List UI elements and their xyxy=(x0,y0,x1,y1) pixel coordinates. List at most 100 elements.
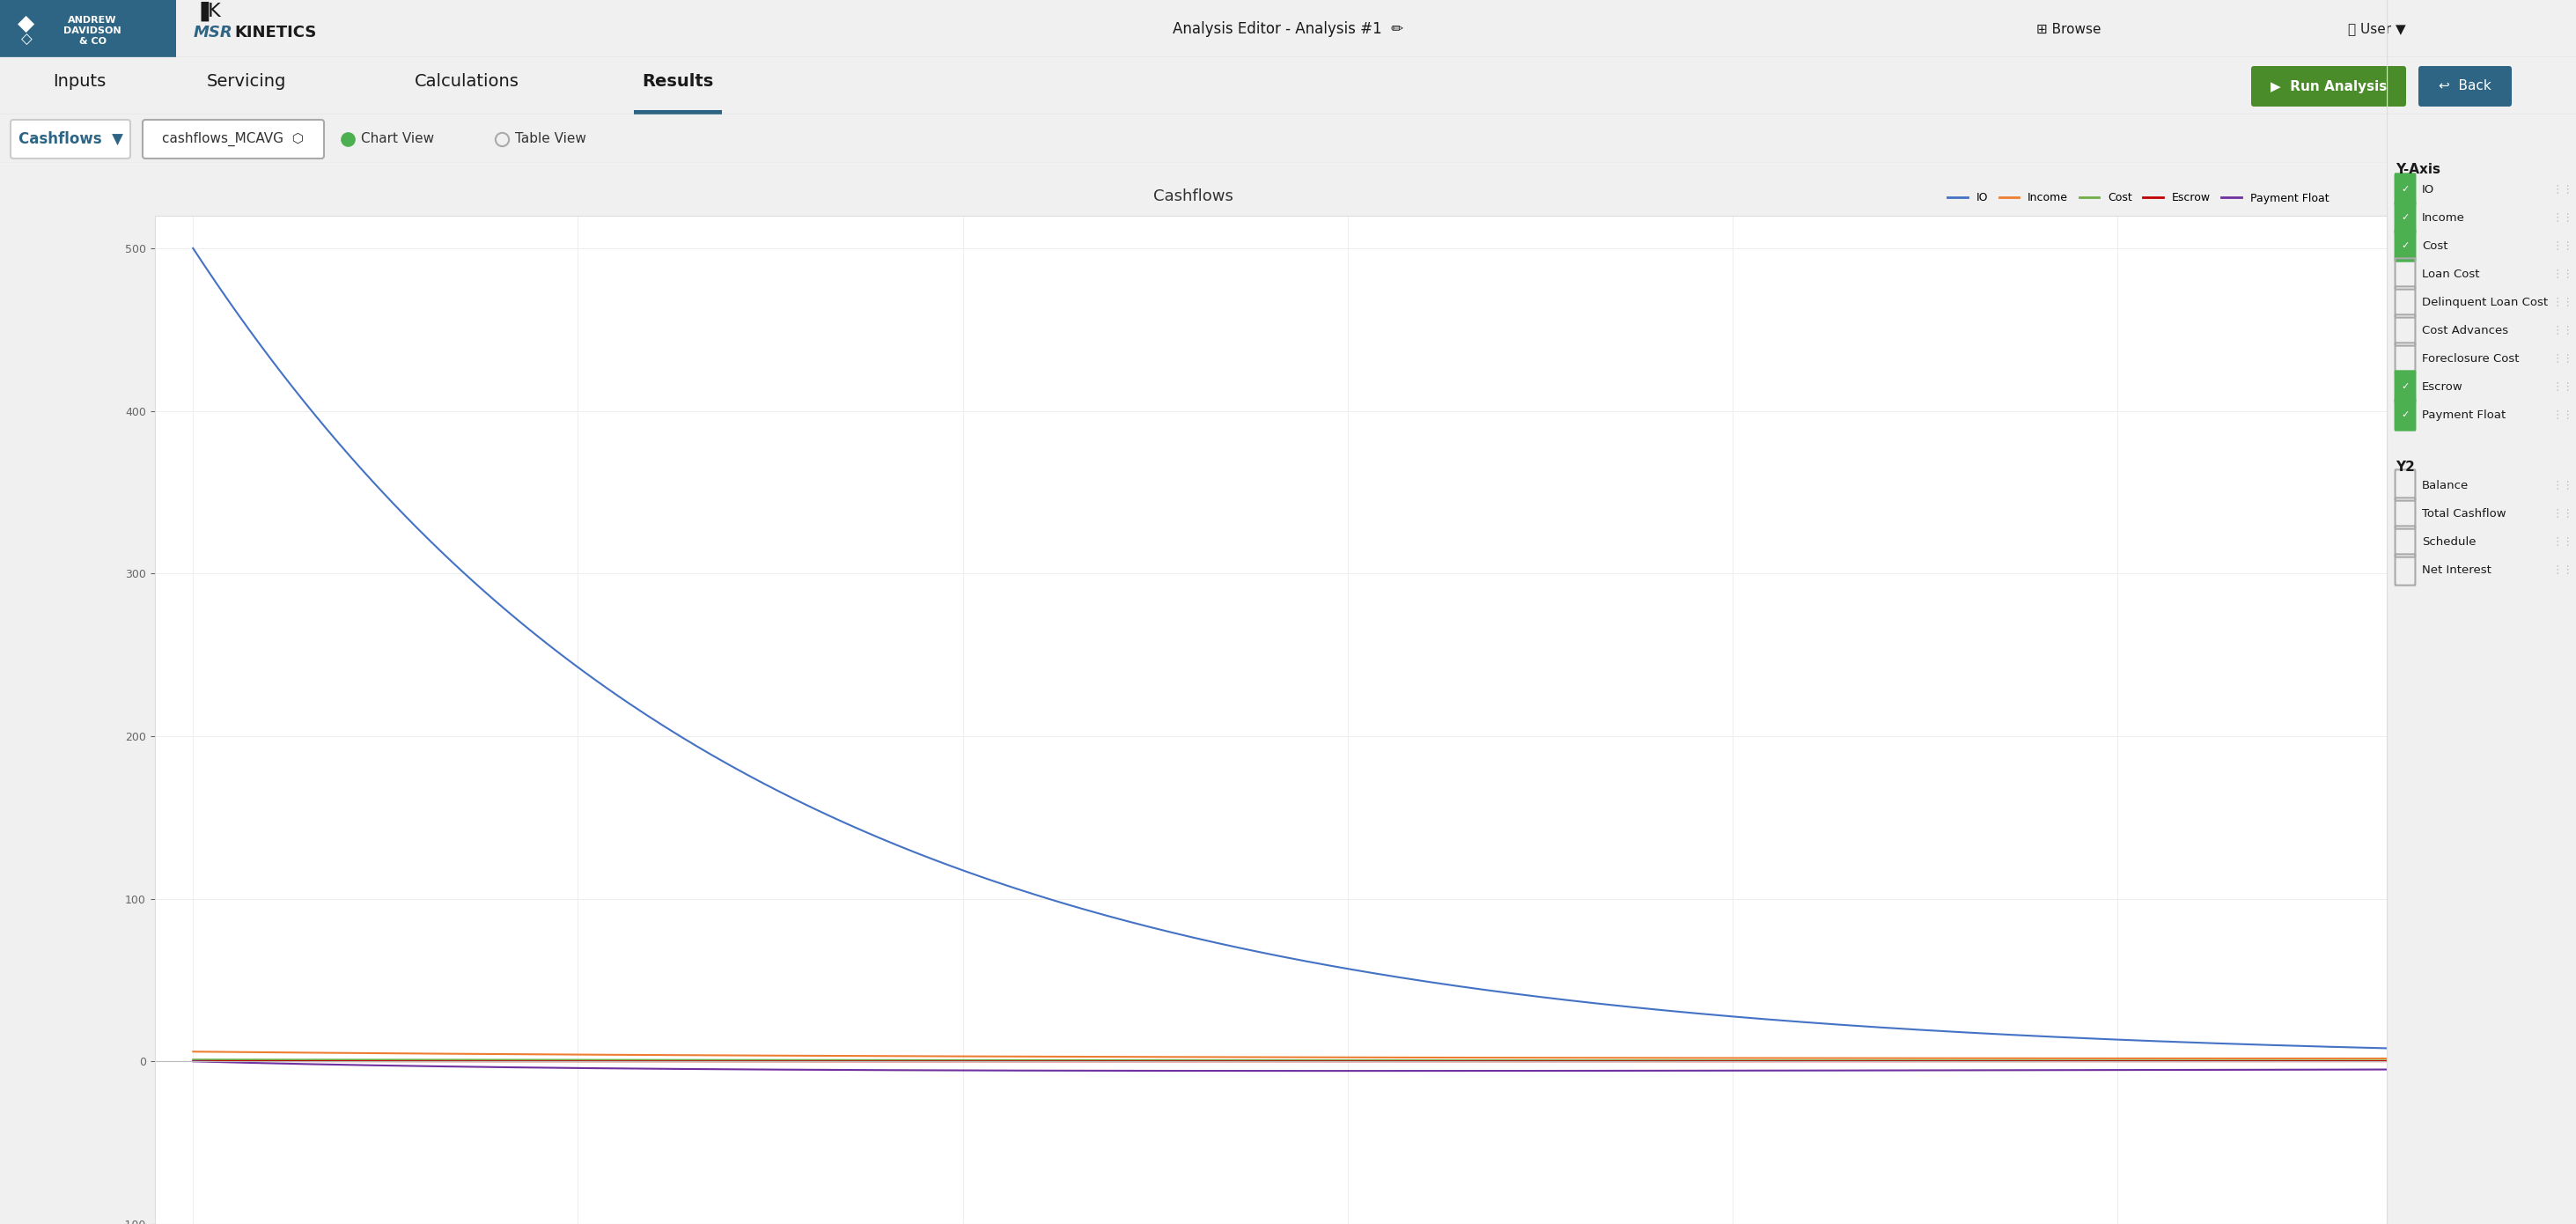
Text: ✓: ✓ xyxy=(2401,213,2409,222)
Text: ⋮⋮: ⋮⋮ xyxy=(2553,508,2573,519)
IO xyxy=(2409,1042,2439,1056)
Line: Income: Income xyxy=(193,1051,2424,1059)
Income xyxy=(178,1044,209,1059)
Text: Net Interest: Net Interest xyxy=(2421,564,2491,575)
Text: ⋮⋮: ⋮⋮ xyxy=(2553,184,2573,195)
Text: ◆: ◆ xyxy=(18,13,36,34)
Line: IO: IO xyxy=(193,248,2424,1049)
Text: KINETICS: KINETICS xyxy=(234,24,317,40)
Cost xyxy=(1582,1053,1613,1067)
Payment Float xyxy=(1334,1064,1365,1078)
Text: Inputs: Inputs xyxy=(52,72,106,89)
IO xyxy=(1801,1016,1832,1031)
Income xyxy=(1061,1049,1092,1064)
Payment Float xyxy=(904,1062,935,1077)
Income xyxy=(2409,1051,2439,1066)
Text: ⋮⋮: ⋮⋮ xyxy=(2553,296,2573,307)
Text: ▐K: ▐K xyxy=(193,1,222,21)
Text: Delinquent Loan Cost: Delinquent Loan Cost xyxy=(2421,296,2548,307)
Escrow xyxy=(2409,1054,2439,1069)
Text: Cashflows: Cashflows xyxy=(1154,188,1234,204)
Text: ⋮⋮: ⋮⋮ xyxy=(2553,268,2573,279)
Text: ⋮⋮: ⋮⋮ xyxy=(2553,409,2573,421)
Text: Payment Float: Payment Float xyxy=(2421,409,2506,421)
FancyBboxPatch shape xyxy=(2396,174,2416,204)
Text: Cost Advances: Cost Advances xyxy=(2421,324,2509,335)
Text: ◇: ◇ xyxy=(21,32,31,48)
Text: Y-Axis: Y-Axis xyxy=(2396,163,2439,176)
Cost xyxy=(904,1053,935,1067)
Text: ⋮⋮: ⋮⋮ xyxy=(2553,240,2573,251)
Text: Y2: Y2 xyxy=(2396,460,2414,474)
FancyBboxPatch shape xyxy=(2396,230,2416,261)
Cost xyxy=(178,1053,209,1067)
FancyBboxPatch shape xyxy=(2396,399,2416,431)
Text: Loan Cost: Loan Cost xyxy=(2421,268,2481,279)
Escrow xyxy=(178,1054,209,1069)
Escrow xyxy=(922,1054,953,1069)
Legend: IO, Income, Cost, Escrow, Payment Float: IO, Income, Cost, Escrow, Payment Float xyxy=(1942,188,2334,208)
Text: Foreclosure Cost: Foreclosure Cost xyxy=(2421,353,2519,364)
IO xyxy=(1061,900,1092,914)
Cost xyxy=(1788,1053,1819,1067)
Line: Payment Float: Payment Float xyxy=(193,1061,2424,1071)
FancyBboxPatch shape xyxy=(2419,66,2512,106)
Text: ✓: ✓ xyxy=(2401,241,2409,250)
Text: ⋮⋮: ⋮⋮ xyxy=(2553,536,2573,547)
Text: Servicing: Servicing xyxy=(206,72,286,89)
Text: ⋮⋮: ⋮⋮ xyxy=(2553,564,2573,575)
Cost xyxy=(1801,1053,1832,1067)
IO xyxy=(178,241,209,256)
Payment Float xyxy=(2409,1062,2439,1077)
Text: Calculations: Calculations xyxy=(415,72,518,89)
Text: Cost: Cost xyxy=(2421,240,2447,251)
Escrow xyxy=(1795,1054,1826,1069)
Escrow xyxy=(904,1054,935,1069)
Text: ✓: ✓ xyxy=(2401,410,2409,419)
Text: 👤 User ▼: 👤 User ▼ xyxy=(2349,22,2406,35)
Text: DAVIDSON: DAVIDSON xyxy=(64,27,121,35)
Text: ⋮⋮: ⋮⋮ xyxy=(2553,353,2573,364)
Text: ⋮⋮: ⋮⋮ xyxy=(2553,480,2573,491)
Text: Schedule: Schedule xyxy=(2421,536,2476,547)
Cost xyxy=(1061,1053,1092,1067)
Text: Results: Results xyxy=(641,72,714,89)
Income xyxy=(904,1049,935,1064)
Text: Chart View: Chart View xyxy=(361,132,435,146)
Payment Float xyxy=(1795,1064,1826,1078)
Cost xyxy=(446,1053,477,1067)
Payment Float xyxy=(1061,1064,1092,1078)
Escrow xyxy=(1066,1054,1097,1069)
FancyBboxPatch shape xyxy=(10,120,131,158)
Text: Cashflows  ▼: Cashflows ▼ xyxy=(18,131,124,147)
Text: ✓: ✓ xyxy=(2401,382,2409,390)
IO xyxy=(446,563,477,578)
Text: ⋮⋮: ⋮⋮ xyxy=(2553,324,2573,335)
Escrow xyxy=(1806,1054,1837,1069)
Income xyxy=(446,1047,477,1061)
Text: IO: IO xyxy=(2421,184,2434,195)
FancyBboxPatch shape xyxy=(2251,66,2406,106)
Text: ⊞ Browse: ⊞ Browse xyxy=(2038,22,2102,35)
IO xyxy=(904,847,935,862)
Bar xyxy=(634,110,721,115)
FancyBboxPatch shape xyxy=(2396,371,2416,403)
Text: ANDREW: ANDREW xyxy=(67,16,116,24)
Payment Float xyxy=(1587,1064,1618,1078)
Text: Table View: Table View xyxy=(515,132,587,146)
Text: Income: Income xyxy=(2421,212,2465,223)
Text: & CO: & CO xyxy=(80,37,106,45)
Payment Float xyxy=(178,1054,209,1069)
Escrow xyxy=(446,1054,477,1069)
FancyBboxPatch shape xyxy=(2396,202,2416,233)
Income xyxy=(1788,1050,1819,1065)
Income xyxy=(1801,1050,1832,1065)
Bar xyxy=(0,0,175,58)
Text: ↩  Back: ↩ Back xyxy=(2439,80,2491,93)
Income xyxy=(1582,1050,1613,1065)
Payment Float xyxy=(1806,1064,1837,1078)
Text: Total Cashflow: Total Cashflow xyxy=(2421,508,2506,519)
Text: ✓: ✓ xyxy=(2401,185,2409,193)
Text: Balance: Balance xyxy=(2421,480,2468,491)
IO xyxy=(1582,996,1613,1011)
